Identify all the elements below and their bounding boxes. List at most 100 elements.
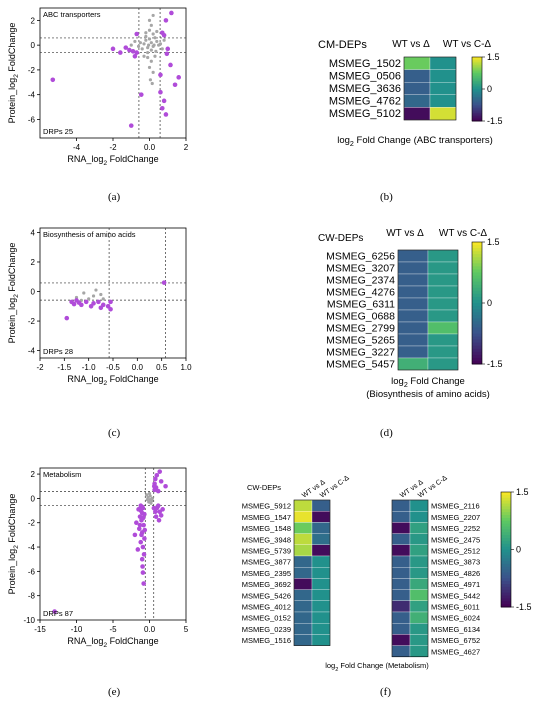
row-label: MSMEG_5912 xyxy=(242,502,291,511)
row-label: MSMEG_6752 xyxy=(431,636,480,645)
heatmap-cell xyxy=(293,522,313,534)
point-significant xyxy=(155,503,161,508)
point-significant xyxy=(140,515,146,521)
point-significant xyxy=(138,92,144,97)
point-nonsignificant xyxy=(147,500,151,504)
colorbar-segment xyxy=(501,506,511,510)
heatmap-cell xyxy=(391,533,411,545)
colorbar-segment xyxy=(472,263,482,267)
colorbar-segment xyxy=(472,73,482,76)
y-tick-label: -10 xyxy=(23,616,35,625)
colorbar-segment xyxy=(472,360,482,365)
colorbar-segment xyxy=(472,324,482,328)
point-nonsignificant xyxy=(162,38,166,42)
heatmap-cell xyxy=(409,645,429,657)
colorbar-segment xyxy=(472,65,482,68)
heatmap-cell xyxy=(409,623,429,635)
colorbar-segment xyxy=(472,95,482,98)
heatmap-cell xyxy=(293,499,313,512)
colorbar-segment xyxy=(501,586,511,591)
row-label: MSMEG_3873 xyxy=(431,558,480,567)
point-nonsignificant xyxy=(144,31,148,35)
point-nonsignificant xyxy=(146,50,150,55)
colorbar-segment xyxy=(472,357,482,362)
y-tick-label: -2 xyxy=(28,519,36,528)
point-significant xyxy=(163,112,169,117)
x-tick-label: -0.5 xyxy=(106,363,120,372)
heatmap-cell xyxy=(397,249,429,263)
point-significant xyxy=(153,514,159,519)
point-significant xyxy=(169,10,174,16)
panel-a-scatter: -4 -2 0.0 2 -6 -4 -2 0 2 ABC transporters DRPs 25 R… xyxy=(7,7,189,167)
drps-count: DRPs 25 xyxy=(43,127,73,136)
y-tick-label: -6 xyxy=(28,115,36,124)
row-title: CW-DEPs xyxy=(318,233,363,244)
colorbar-segment xyxy=(501,581,511,585)
row-label: MSMEG_3948 xyxy=(242,535,291,544)
heatmap-cell xyxy=(391,544,411,557)
colorbar-segment xyxy=(472,348,482,353)
point-significant xyxy=(163,18,169,23)
point-significant xyxy=(163,483,168,489)
point-significant xyxy=(159,105,165,111)
point-significant xyxy=(110,46,116,52)
x-tick-label: 1.0 xyxy=(180,363,192,372)
colorbar-segment xyxy=(472,57,482,60)
heatmap-cell xyxy=(293,589,313,601)
plot-frame xyxy=(39,7,187,139)
point-nonsignificant xyxy=(146,43,151,47)
point-significant xyxy=(134,520,139,526)
heatmap-cell xyxy=(293,634,313,646)
point-nonsignificant xyxy=(158,42,163,46)
column-label: WT vs C-Δ xyxy=(417,474,449,499)
y-tick-label: 4 xyxy=(31,228,36,237)
colorbar-segment xyxy=(501,549,511,553)
point-significant xyxy=(154,472,160,478)
heatmap-cell xyxy=(429,107,457,121)
heatmap-cell xyxy=(409,555,429,568)
point-significant xyxy=(157,469,163,474)
colorbar-segment xyxy=(472,74,482,77)
point-significant xyxy=(161,280,167,285)
point-significant xyxy=(176,75,181,80)
y-tick-label: 0 xyxy=(31,288,36,297)
heatmap-frame xyxy=(397,249,459,371)
heatmap-cell xyxy=(311,522,331,534)
colorbar-segment xyxy=(472,309,482,313)
point-nonsignificant xyxy=(87,297,91,301)
heatmap-cell xyxy=(427,357,459,371)
y-tick-label: -6 xyxy=(28,567,36,576)
colorbar-segment xyxy=(501,575,511,579)
colorbar-segment xyxy=(472,66,482,69)
point-nonsignificant xyxy=(146,495,150,499)
colorbar-segment xyxy=(472,339,482,344)
x-tick-label: 0.0 xyxy=(132,363,144,372)
colorbar-segment xyxy=(472,85,482,88)
caption-d: (d) xyxy=(380,427,393,439)
colorbar-segment xyxy=(501,552,511,556)
heatmap-cell xyxy=(311,611,331,624)
colorbar-segment xyxy=(472,251,482,255)
colorbar-segment xyxy=(472,77,482,80)
point-significant xyxy=(138,503,144,508)
point-significant xyxy=(138,539,144,545)
heatmap-cell xyxy=(311,555,331,568)
colorbar-segment xyxy=(472,109,482,112)
row-label: MSMEG_2395 xyxy=(242,569,291,578)
x-axis-label: log2 Fold Change (Metabolism) xyxy=(325,661,429,673)
point-significant xyxy=(151,505,157,511)
point-nonsignificant xyxy=(99,292,103,297)
point-significant xyxy=(134,31,140,37)
heatmap-cell xyxy=(391,499,411,512)
point-nonsignificant xyxy=(155,39,159,44)
y-tick-label: 2 xyxy=(31,16,36,25)
heatmap-cell xyxy=(403,107,431,121)
colorbar-tick-label: 0 xyxy=(487,298,492,308)
colorbar-segment xyxy=(501,515,511,519)
colorbar-segment xyxy=(472,117,482,120)
x-tick-label: -15 xyxy=(34,625,46,634)
heatmap-cell xyxy=(397,297,429,311)
colorbar-tick-label: 0 xyxy=(516,545,521,555)
heatmap-cell xyxy=(409,611,429,624)
